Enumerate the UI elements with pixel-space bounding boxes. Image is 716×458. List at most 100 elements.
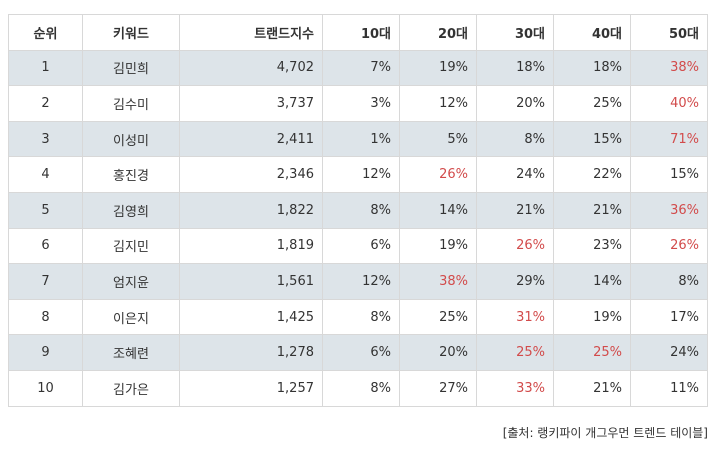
keyword-cell: 김민희 (82, 49, 180, 87)
table-row: 5 김영희 1,822 8% 14% 21% 21% 36% (8, 191, 708, 229)
age-40s-cell: 14% (553, 263, 631, 300)
header-trend-index: 트랜드지수 (179, 14, 323, 51)
rank-cell: 7 (8, 263, 83, 300)
age-40s-cell: 23% (553, 227, 631, 265)
age-10s-cell: 8% (322, 298, 400, 336)
trend-index-cell: 1,561 (179, 263, 323, 300)
age-20s-cell: 14% (399, 191, 477, 229)
keyword-cell: 김수미 (82, 85, 180, 122)
table-row: 3 이성미 2,411 1% 5% 8% 15% 71% (8, 120, 708, 158)
age-20s-cell: 20% (399, 334, 477, 371)
rank-cell: 2 (8, 85, 83, 122)
trend-table: 순위 키워드 트랜드지수 10대 20대 30대 40대 50대 1 김민희 4,7… (8, 14, 708, 407)
age-10s-cell: 12% (322, 263, 400, 300)
rank-cell: 1 (8, 49, 83, 87)
trend-index-cell: 2,411 (179, 120, 323, 158)
age-30s-cell: 25% (476, 334, 554, 371)
trend-index-cell: 3,737 (179, 85, 323, 122)
age-20s-cell: 12% (399, 85, 477, 122)
age-10s-cell: 3% (322, 85, 400, 122)
trend-table-container: 순위 키워드 트랜드지수 10대 20대 30대 40대 50대 1 김민희 4,7… (8, 14, 708, 407)
rank-cell: 8 (8, 298, 83, 336)
keyword-cell: 이성미 (82, 120, 180, 158)
age-10s-cell: 12% (322, 156, 400, 193)
age-20s-cell: 26% (399, 156, 477, 193)
trend-index-cell: 1,822 (179, 191, 323, 229)
trend-index-cell: 2,346 (179, 156, 323, 193)
keyword-cell: 조혜련 (82, 334, 180, 371)
age-50s-cell: 15% (630, 156, 708, 193)
age-40s-cell: 25% (553, 85, 631, 122)
age-10s-cell: 1% (322, 120, 400, 158)
age-20s-cell: 19% (399, 227, 477, 265)
age-20s-cell: 25% (399, 298, 477, 336)
trend-index-cell: 4,702 (179, 49, 323, 87)
keyword-cell: 김영희 (82, 191, 180, 229)
table-header-row: 순위 키워드 트랜드지수 10대 20대 30대 40대 50대 (8, 14, 708, 51)
table-row: 8 이은지 1,425 8% 25% 31% 19% 17% (8, 298, 708, 336)
rank-cell: 5 (8, 191, 83, 229)
age-30s-cell: 21% (476, 191, 554, 229)
trend-index-cell: 1,425 (179, 298, 323, 336)
keyword-cell: 김가은 (82, 369, 180, 407)
rank-cell: 9 (8, 334, 83, 371)
age-50s-cell: 11% (630, 369, 708, 407)
age-40s-cell: 18% (553, 49, 631, 87)
age-50s-cell: 26% (630, 227, 708, 265)
age-40s-cell: 25% (553, 334, 631, 371)
age-50s-cell: 71% (630, 120, 708, 158)
trend-index-cell: 1,257 (179, 369, 323, 407)
age-10s-cell: 6% (322, 334, 400, 371)
age-40s-cell: 21% (553, 191, 631, 229)
rank-cell: 10 (8, 369, 83, 407)
header-rank: 순위 (8, 14, 83, 51)
age-10s-cell: 8% (322, 191, 400, 229)
age-20s-cell: 27% (399, 369, 477, 407)
age-30s-cell: 26% (476, 227, 554, 265)
age-50s-cell: 36% (630, 191, 708, 229)
header-20s: 20대 (399, 14, 477, 51)
table-row: 6 김지민 1,819 6% 19% 26% 23% 26% (8, 227, 708, 265)
age-30s-cell: 29% (476, 263, 554, 300)
keyword-cell: 이은지 (82, 298, 180, 336)
header-50s: 50대 (630, 14, 708, 51)
age-40s-cell: 19% (553, 298, 631, 336)
table-row: 4 홍진경 2,346 12% 26% 24% 22% 15% (8, 156, 708, 193)
table-row: 9 조혜련 1,278 6% 20% 25% 25% 24% (8, 334, 708, 371)
rank-cell: 6 (8, 227, 83, 265)
age-30s-cell: 33% (476, 369, 554, 407)
table-row: 2 김수미 3,737 3% 12% 20% 25% 40% (8, 85, 708, 122)
age-40s-cell: 21% (553, 369, 631, 407)
rank-cell: 4 (8, 156, 83, 193)
age-50s-cell: 17% (630, 298, 708, 336)
age-30s-cell: 31% (476, 298, 554, 336)
keyword-cell: 홍진경 (82, 156, 180, 193)
age-30s-cell: 18% (476, 49, 554, 87)
source-caption: [출처: 랭키파이 개그우먼 트렌드 테이블] (502, 426, 708, 440)
keyword-cell: 김지민 (82, 227, 180, 265)
age-20s-cell: 38% (399, 263, 477, 300)
table-row: 1 김민희 4,702 7% 19% 18% 18% 38% (8, 49, 708, 87)
age-40s-cell: 22% (553, 156, 631, 193)
keyword-cell: 엄지윤 (82, 263, 180, 300)
trend-index-cell: 1,819 (179, 227, 323, 265)
table-row: 10 김가은 1,257 8% 27% 33% 21% 11% (8, 369, 708, 407)
age-50s-cell: 40% (630, 85, 708, 122)
header-10s: 10대 (322, 14, 400, 51)
header-30s: 30대 (476, 14, 554, 51)
age-20s-cell: 19% (399, 49, 477, 87)
age-40s-cell: 15% (553, 120, 631, 158)
age-10s-cell: 6% (322, 227, 400, 265)
age-10s-cell: 7% (322, 49, 400, 87)
age-50s-cell: 8% (630, 263, 708, 300)
header-40s: 40대 (553, 14, 631, 51)
trend-index-cell: 1,278 (179, 334, 323, 371)
age-50s-cell: 24% (630, 334, 708, 371)
age-50s-cell: 38% (630, 49, 708, 87)
age-20s-cell: 5% (399, 120, 477, 158)
table-body: 1 김민희 4,702 7% 19% 18% 18% 38% 2 김수미 3,737 3% 12% 20%… (8, 49, 708, 407)
rank-cell: 3 (8, 120, 83, 158)
age-30s-cell: 8% (476, 120, 554, 158)
age-30s-cell: 24% (476, 156, 554, 193)
table-row: 7 엄지윤 1,561 12% 38% 29% 14% 8% (8, 263, 708, 300)
